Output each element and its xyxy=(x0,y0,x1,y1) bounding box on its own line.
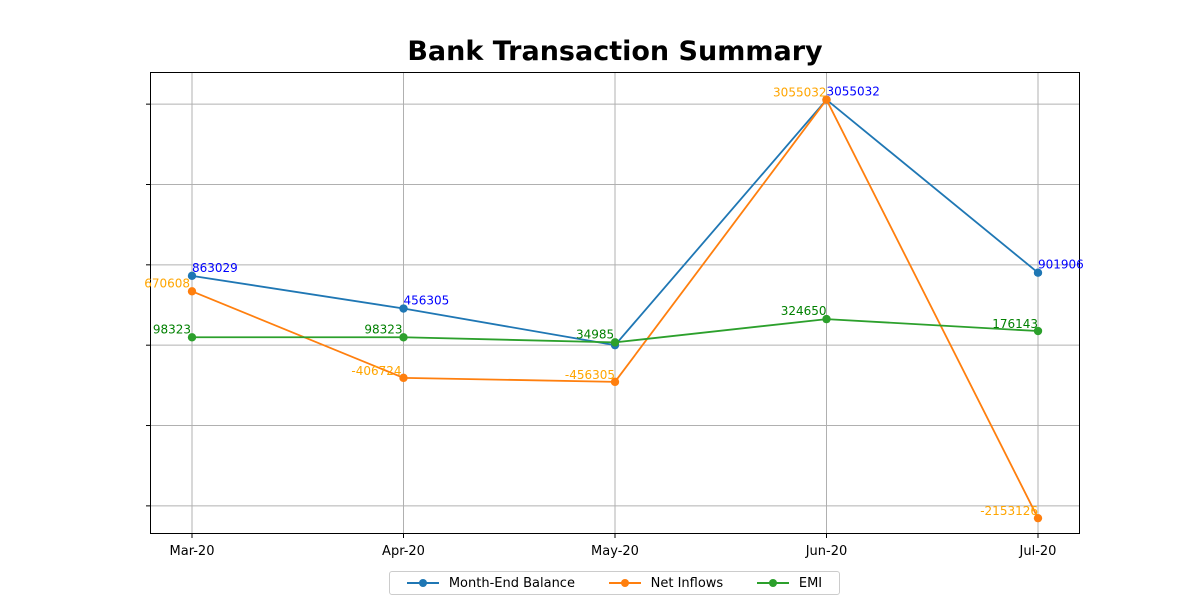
data-point xyxy=(399,373,408,383)
data-point xyxy=(399,333,408,342)
data-label: 3055032 xyxy=(827,85,880,99)
grid-lines xyxy=(150,72,1080,534)
legend-swatch xyxy=(756,577,789,589)
legend-label: Month-End Balance xyxy=(448,575,575,591)
data-point xyxy=(1033,513,1043,523)
data-label: 456305 xyxy=(404,294,450,308)
series-emi xyxy=(187,314,1043,347)
data-point xyxy=(822,314,831,324)
data-label: 324650 xyxy=(781,304,827,318)
data-label: 3055032 xyxy=(773,86,826,100)
legend-label: Net Inflows xyxy=(650,575,724,591)
chart-title: Bank Transaction Summary xyxy=(407,36,823,67)
data-point xyxy=(1033,268,1043,277)
data-point xyxy=(399,304,408,313)
data-label: -456305 xyxy=(565,368,615,382)
data-point xyxy=(187,333,197,342)
data-point xyxy=(822,95,831,104)
legend-item: Net Inflows xyxy=(608,575,724,591)
legend: Month-End Balance Net Inflows EMI xyxy=(389,571,840,595)
data-point xyxy=(187,271,197,281)
data-point xyxy=(610,377,620,387)
plot-area-border xyxy=(150,72,1080,534)
data-label: 670608 xyxy=(144,276,190,290)
series-net-inflows xyxy=(187,95,1043,523)
data-labels: 863029 456305 3055032 901906 670608 -406724 -4… xyxy=(144,85,1084,518)
x-tick-label: Apr-20 xyxy=(382,544,425,559)
x-tick-label: Mar-20 xyxy=(170,544,215,559)
x-tick-label: May-20 xyxy=(591,544,639,559)
axes: Mar-20 Apr-20 May-20 Jun-20 Jul-20 xyxy=(146,103,1057,559)
legend-item: Month-End Balance xyxy=(406,575,575,591)
data-label: -2153126 xyxy=(980,504,1038,518)
data-point xyxy=(1033,326,1043,336)
data-label: 34985 xyxy=(576,327,614,341)
legend-label: EMI xyxy=(798,575,823,591)
legend-item: EMI xyxy=(756,575,823,591)
x-tick-label: Jul-20 xyxy=(1019,544,1057,559)
data-point xyxy=(187,287,197,296)
series-layer xyxy=(187,95,1043,523)
x-tick-label: Jun-20 xyxy=(805,544,848,559)
data-label: -406724 xyxy=(351,364,401,378)
legend-swatch xyxy=(406,577,439,589)
data-label: 98323 xyxy=(364,322,402,336)
legend-swatch xyxy=(608,577,641,589)
data-point xyxy=(610,338,620,347)
data-label: 98323 xyxy=(153,322,191,336)
data-label: 901906 xyxy=(1038,258,1084,272)
data-label: 863029 xyxy=(192,261,238,275)
data-label: 176143 xyxy=(992,317,1038,331)
